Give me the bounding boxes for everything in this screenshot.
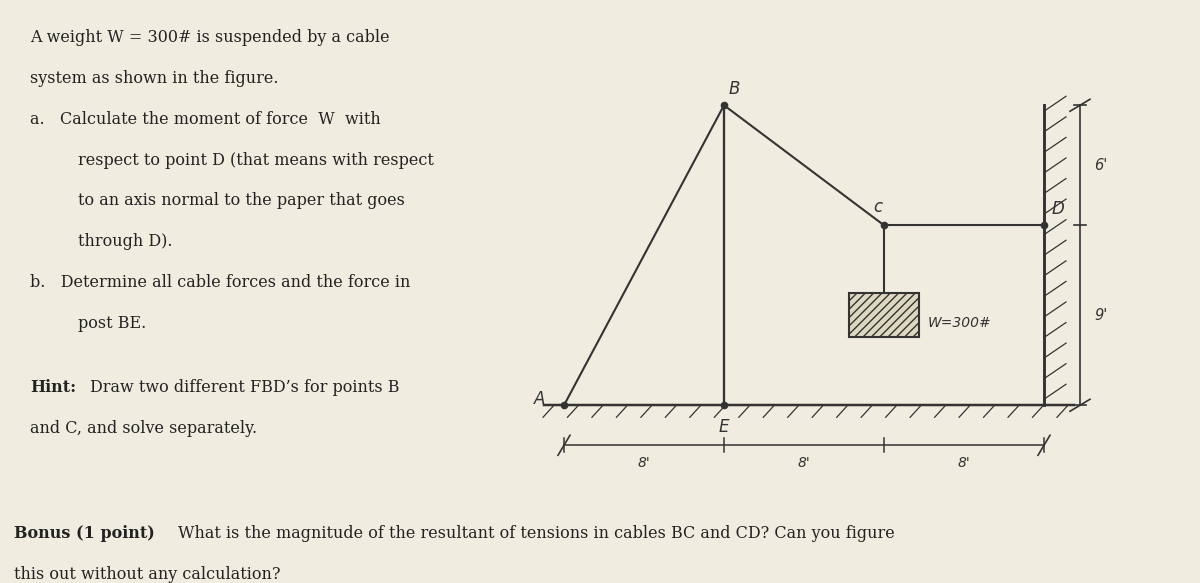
- Text: post BE.: post BE.: [78, 315, 146, 332]
- Text: 8': 8': [637, 456, 650, 470]
- Text: c: c: [874, 198, 882, 216]
- Text: 8': 8': [958, 456, 971, 470]
- Text: Bonus (1 point): Bonus (1 point): [14, 525, 155, 542]
- Text: b.   Determine all cable forces and the force in: b. Determine all cable forces and the fo…: [30, 274, 410, 291]
- Text: 8': 8': [798, 456, 810, 470]
- Text: Hint:: Hint:: [30, 379, 76, 396]
- Text: What is the magnitude of the resultant of tensions in cables BC and CD? Can you : What is the magnitude of the resultant o…: [178, 525, 894, 542]
- Text: A weight W = 300# is suspended by a cable: A weight W = 300# is suspended by a cabl…: [30, 29, 390, 46]
- Text: 6': 6': [1094, 158, 1108, 173]
- Text: B: B: [728, 80, 739, 99]
- Text: W=300#: W=300#: [928, 316, 991, 330]
- Text: a.   Calculate the moment of force  W  with: a. Calculate the moment of force W with: [30, 111, 380, 128]
- Text: D: D: [1051, 201, 1064, 218]
- Text: respect to point D (that means with respect: respect to point D (that means with resp…: [78, 152, 434, 168]
- Text: E: E: [719, 418, 730, 436]
- Text: system as shown in the figure.: system as shown in the figure.: [30, 70, 278, 87]
- Text: this out without any calculation?: this out without any calculation?: [14, 566, 281, 582]
- Text: A: A: [534, 390, 546, 408]
- Bar: [850, 293, 919, 337]
- Text: Draw two different FBD’s for points B: Draw two different FBD’s for points B: [90, 379, 400, 396]
- Text: through D).: through D).: [78, 233, 173, 250]
- Text: 9': 9': [1094, 308, 1108, 323]
- Text: and C, and solve separately.: and C, and solve separately.: [30, 420, 257, 437]
- Text: to an axis normal to the paper that goes: to an axis normal to the paper that goes: [78, 192, 404, 209]
